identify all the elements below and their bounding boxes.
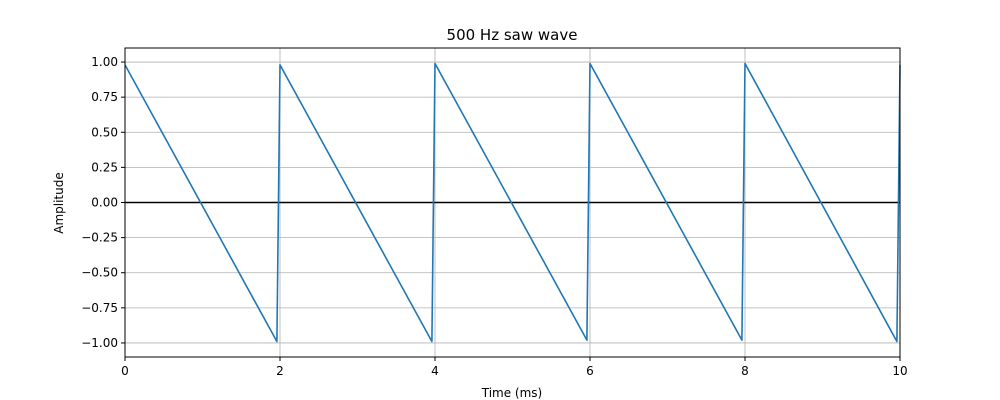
y-tick-label: 0.00 (91, 196, 118, 210)
x-tick-label: 10 (892, 364, 907, 378)
y-axis-label: Amplitude (52, 172, 66, 234)
x-axis-label: Time (ms) (481, 386, 543, 400)
y-tick-label: −0.25 (81, 231, 118, 245)
y-tick-label: 0.25 (91, 160, 118, 174)
y-tick-label: 1.00 (91, 55, 118, 69)
x-tick-label: 6 (586, 364, 594, 378)
x-tick-label: 4 (431, 364, 439, 378)
y-tick-label: −0.75 (81, 301, 118, 315)
x-tick-label: 2 (276, 364, 284, 378)
y-tick-label: −1.00 (81, 336, 118, 350)
x-axis-ticks: 0 2 4 6 8 10 (121, 357, 908, 378)
y-tick-label: 0.50 (91, 125, 118, 139)
y-tick-label: −0.50 (81, 266, 118, 280)
x-tick-label: 8 (741, 364, 749, 378)
chart-title: 500 Hz saw wave (447, 26, 578, 44)
series-layer (124, 62, 901, 343)
y-axis-ticks: 1.00 0.75 0.50 0.25 0.00 −0.25 −0.50 −0.75 −1.00 (81, 55, 125, 350)
series-line-saw-wave (124, 62, 901, 343)
x-tick-label: 0 (121, 364, 129, 378)
y-tick-label: 0.75 (91, 90, 118, 104)
